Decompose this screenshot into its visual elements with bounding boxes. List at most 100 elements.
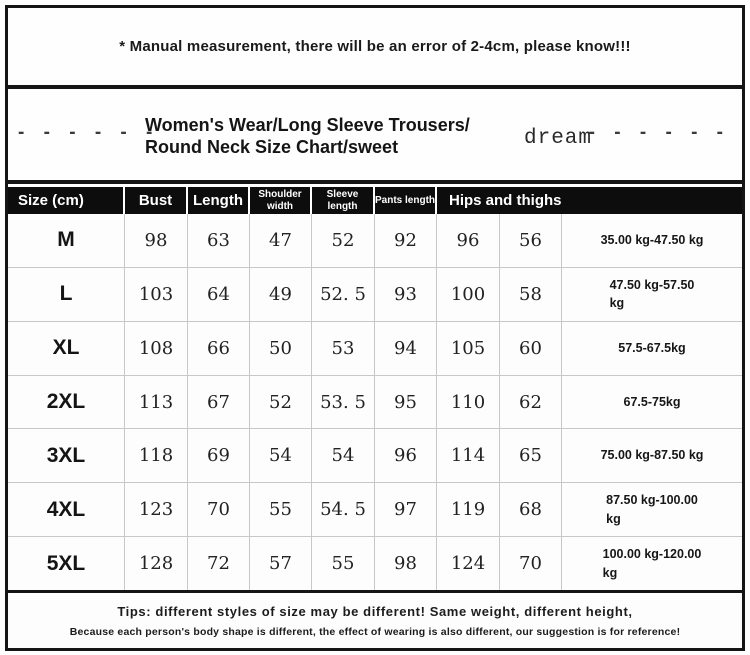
table-row: 5XL 128 72 57 55 98 124 70 100.00 kg-120.00 kg — [8, 537, 742, 591]
decorative-dashes-right: - - - - - - — [588, 122, 730, 143]
section-divider — [8, 85, 742, 89]
header-pants-length: Pants length — [375, 187, 437, 214]
weight-cell: 57.5-67.5kg — [562, 322, 742, 375]
weight-value: 100.00 kg-120.00 kg — [602, 546, 702, 580]
size-value: 4XL — [46, 497, 86, 521]
length-cell: 69 — [188, 429, 250, 483]
thighs-value: 60 — [519, 337, 542, 359]
shoulder-cell: 52 — [250, 375, 312, 429]
shoulder-cell: 54 — [250, 429, 312, 483]
bust-value: 123 — [138, 499, 174, 521]
pants-value: 92 — [394, 229, 417, 251]
pants-value: 95 — [394, 391, 417, 413]
length-cell: 72 — [188, 537, 250, 591]
sleeve-value: 54. 5 — [320, 499, 366, 521]
length-cell: 63 — [188, 214, 250, 267]
size-cell: L — [8, 267, 125, 321]
weight-value: 75.00 kg-87.50 kg — [600, 448, 704, 463]
hips-value: 119 — [450, 499, 486, 521]
pants-cell: 92 — [375, 214, 437, 267]
header-shoulder-width: Shoulder width — [250, 187, 312, 214]
thighs-cell: 60 — [500, 321, 562, 375]
pants-cell: 95 — [375, 375, 437, 429]
divider-gap — [8, 184, 742, 187]
hips-value: 124 — [450, 553, 486, 575]
bust-cell: 108 — [125, 321, 188, 375]
bust-cell: 103 — [125, 267, 188, 321]
length-value: 64 — [207, 283, 230, 305]
size-cell: 3XL — [8, 429, 125, 483]
sleeve-value: 52. 5 — [320, 283, 366, 305]
hips-value: 110 — [450, 391, 486, 413]
bust-value: 118 — [138, 445, 174, 467]
hips-cell: 96 — [437, 214, 500, 267]
header-size-cm: Size (cm) — [8, 187, 125, 214]
shoulder-value: 54 — [269, 445, 292, 467]
sleeve-cell: 55 — [312, 537, 375, 591]
thighs-cell: 65 — [500, 429, 562, 483]
thighs-cell: 62 — [500, 375, 562, 429]
weight-value: 35.00 kg-47.50 kg — [600, 233, 704, 248]
hips-value: 105 — [450, 337, 486, 359]
thighs-cell: 56 — [500, 214, 562, 267]
weight-cell: 47.50 kg-57.50 kg — [562, 268, 742, 321]
pants-value: 94 — [394, 337, 417, 359]
chart-frame: * Manual measurement, there will be an e… — [5, 5, 745, 651]
measurement-disclaimer-banner: * Manual measurement, there will be an e… — [8, 8, 742, 85]
shoulder-cell: 49 — [250, 267, 312, 321]
size-cell: 4XL — [8, 483, 125, 537]
thighs-value: 70 — [519, 553, 542, 575]
length-value: 66 — [207, 337, 230, 359]
thighs-value: 62 — [519, 391, 542, 413]
shoulder-cell: 57 — [250, 537, 312, 591]
header-hips-and-thighs: Hips and thighs — [449, 192, 562, 209]
hips-cell: 124 — [437, 537, 500, 591]
size-value: XL — [52, 336, 80, 360]
hips-cell: 100 — [437, 267, 500, 321]
thighs-cell: 68 — [500, 483, 562, 537]
shoulder-value: 55 — [269, 499, 292, 521]
sleeve-cell: 52. 5 — [312, 267, 375, 321]
pants-value: 98 — [394, 553, 417, 575]
shoulder-value: 52 — [269, 391, 292, 413]
shoulder-value: 57 — [269, 553, 292, 575]
title-section: - - - - - - Women's Wear/Long Sleeve Tro… — [8, 89, 742, 180]
size-cell: XL — [8, 321, 125, 375]
bust-value: 128 — [138, 553, 174, 575]
pants-cell: 97 — [375, 483, 437, 537]
bust-cell: 113 — [125, 375, 188, 429]
sleeve-cell: 53. 5 — [312, 375, 375, 429]
weight-value: 67.5-75kg — [623, 394, 681, 409]
weight-cell: 67.5-75kg — [562, 376, 742, 429]
pants-value: 97 — [394, 499, 417, 521]
length-value: 72 — [207, 553, 230, 575]
weight-cell: 87.50 kg-100.00 kg — [562, 483, 742, 536]
size-cell: M — [8, 214, 125, 267]
header-bust: Bust — [125, 187, 188, 214]
table-row: 3XL 118 69 54 54 96 114 65 75.00 kg-87.50 kg — [8, 429, 742, 484]
weight-value: 57.5-67.5kg — [618, 340, 686, 355]
sleeve-cell: 54. 5 — [312, 483, 375, 537]
sleeve-cell: 54 — [312, 429, 375, 483]
shoulder-value: 50 — [269, 337, 292, 359]
thighs-value: 56 — [519, 229, 542, 251]
thighs-value: 65 — [519, 445, 542, 467]
bust-value: 108 — [138, 337, 174, 359]
length-value: 69 — [207, 445, 230, 467]
size-value: M — [57, 228, 75, 252]
hips-cell: 105 — [437, 321, 500, 375]
table-row: XL 108 66 50 53 94 105 60 57.5-67.5kg — [8, 321, 742, 376]
sleeve-cell: 53 — [312, 321, 375, 375]
shoulder-value: 49 — [269, 283, 292, 305]
page-title-line2: Round Neck Size Chart/sweet — [145, 137, 399, 157]
weight-value: 47.50 kg-57.50 kg — [609, 277, 695, 311]
sleeve-value: 53. 5 — [320, 391, 366, 413]
tips-line1: Tips: different styles of size may be di… — [117, 603, 633, 619]
bust-value: 98 — [144, 229, 168, 251]
sleeve-value: 55 — [331, 553, 355, 575]
page-title-line1: Women's Wear/Long Sleeve Trousers/ — [145, 115, 470, 135]
pants-value: 96 — [394, 445, 417, 467]
length-cell: 64 — [188, 267, 250, 321]
bust-cell: 128 — [125, 537, 188, 591]
weight-cell: 35.00 kg-47.50 kg — [562, 214, 742, 267]
